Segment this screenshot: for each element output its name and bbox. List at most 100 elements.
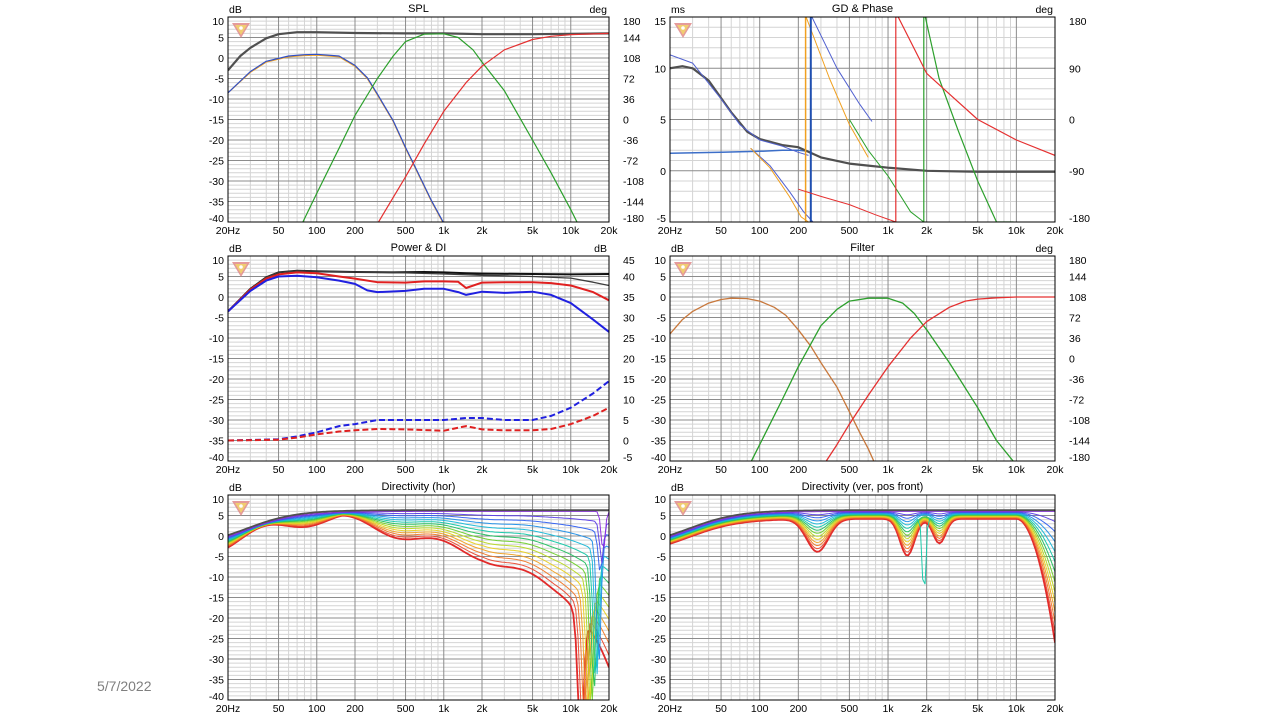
x-tick-label: 5k — [527, 464, 539, 476]
y2-tick-label: 25 — [623, 333, 635, 345]
chart-title: SPL — [408, 3, 429, 15]
chart-dir_ver: Directivity (ver, pos front)1050-5-10-15… — [651, 481, 1064, 715]
y-tick-label: -25 — [651, 634, 666, 646]
logo-icon — [232, 501, 250, 516]
logo-icon — [232, 23, 250, 38]
y-tick-label: 15 — [654, 16, 666, 28]
y-tick-label: -25 — [651, 395, 666, 407]
x-tick-label: 200 — [346, 225, 364, 237]
x-tick-label: 50 — [273, 225, 285, 237]
y2-tick-label: 35 — [623, 292, 635, 304]
y-tick-label: 0 — [660, 166, 666, 178]
y-tick-label: -40 — [651, 452, 666, 464]
x-tick-label: 20Hz — [216, 703, 241, 715]
y-tick-label: -30 — [209, 176, 224, 188]
series-line-0 — [228, 31, 609, 72]
plot-frame — [669, 494, 1056, 701]
y-tick-label: -25 — [209, 156, 224, 168]
y-tick-label: -20 — [209, 374, 224, 386]
x-tick-label: 20k — [1047, 225, 1065, 237]
y-tick-label: -5 — [657, 313, 666, 325]
y2-tick-label: 144 — [1069, 272, 1087, 284]
y-tick-label: -15 — [209, 593, 224, 605]
y2-tick-label: 180 — [1069, 16, 1087, 28]
x-tick-label: 100 — [308, 225, 326, 237]
y-unit-label: ms — [671, 4, 685, 16]
y-tick-label: -15 — [651, 354, 666, 366]
x-tick-label: 2k — [476, 703, 488, 715]
y2-unit-label: deg — [1035, 243, 1053, 255]
y-tick-label: -15 — [209, 354, 224, 366]
x-tick-label: 1k — [438, 225, 450, 237]
y-tick-label: 5 — [660, 115, 666, 127]
x-tick-label: 5k — [527, 225, 539, 237]
y-tick-label: 10 — [654, 63, 666, 75]
series-line-1 — [750, 297, 1014, 461]
x-tick-label: 50 — [273, 703, 285, 715]
y-unit-label: dB — [229, 482, 242, 494]
y-tick-label: 10 — [212, 494, 224, 506]
series-line-6 — [805, 17, 869, 158]
series-line-4 — [228, 380, 609, 442]
plot-frame — [227, 255, 610, 462]
y-tick-label: -10 — [651, 572, 666, 584]
x-tick-label: 20k — [1047, 464, 1065, 476]
x-tick-label: 2k — [476, 225, 488, 237]
x-tick-label: 10k — [562, 703, 580, 715]
chart-filter: Filter1050-5-10-15-20-25-30-35-40dB18014… — [651, 242, 1090, 476]
series-line-2 — [825, 296, 1055, 461]
chart-title: Directivity (hor) — [382, 481, 456, 493]
directivity-curve-6 — [228, 513, 609, 687]
major-grid — [228, 16, 609, 223]
y2-tick-label: 15 — [623, 374, 635, 386]
y2-tick-label: 72 — [1069, 313, 1081, 325]
x-tick-label: 50 — [715, 703, 727, 715]
plot-frame — [227, 16, 610, 223]
y-tick-label: -20 — [651, 613, 666, 625]
x-tick-label: 50 — [715, 225, 727, 237]
chart-spl: SPL1050-5-10-15-20-25-30-35-40dB18014410… — [209, 3, 644, 237]
y-tick-label: -35 — [651, 436, 666, 448]
directivity-reference-curve — [228, 509, 609, 537]
chart-title: Filter — [850, 242, 875, 254]
x-tick-label: 500 — [841, 225, 859, 237]
x-tick-label: 1k — [438, 703, 450, 715]
y-tick-label: 0 — [218, 292, 224, 304]
plot-area — [670, 509, 1055, 643]
x-tick-label: 1k — [882, 225, 894, 237]
plot-area — [670, 296, 1055, 461]
logo-icon — [674, 262, 692, 277]
y2-tick-label: -36 — [623, 135, 638, 147]
directivity-curve-7 — [228, 513, 609, 700]
y-tick-label: -10 — [209, 333, 224, 345]
x-tick-label: 200 — [790, 225, 808, 237]
directivity-curve-4 — [228, 512, 609, 675]
series-line-2 — [670, 54, 809, 156]
y-tick-label: -25 — [209, 634, 224, 646]
y-tick-label: -5 — [657, 213, 666, 225]
y-tick-label: -35 — [209, 436, 224, 448]
y-tick-label: 5 — [218, 33, 224, 45]
x-tick-label: 5k — [972, 225, 984, 237]
directivity-curve-1 — [670, 511, 1055, 538]
y2-unit-label: deg — [589, 4, 607, 16]
y2-tick-label: 0 — [623, 115, 629, 127]
chart-title: GD & Phase — [832, 3, 893, 15]
y2-tick-label: 180 — [623, 16, 641, 28]
y-unit-label: dB — [671, 482, 684, 494]
x-tick-label: 2k — [921, 703, 933, 715]
y-tick-label: 0 — [660, 292, 666, 304]
directivity-curve-13 — [228, 514, 609, 700]
directivity-curve-12 — [228, 514, 609, 700]
chart-power: Power & DI1050-5-10-15-20-25-30-35-40dB4… — [209, 242, 635, 476]
series-line-1 — [228, 270, 609, 312]
y-unit-label: dB — [229, 243, 242, 255]
x-tick-label: 1k — [438, 464, 450, 476]
plot-frame — [227, 494, 610, 701]
directivity-curve-10 — [228, 514, 609, 700]
chart-dir_hor: Directivity (hor)1050-5-10-15-20-25-30-3… — [209, 481, 618, 715]
x-tick-label: 500 — [841, 703, 859, 715]
y2-tick-label: -5 — [623, 452, 632, 464]
plot-area — [670, 17, 1055, 222]
series-line-12 — [798, 188, 896, 222]
